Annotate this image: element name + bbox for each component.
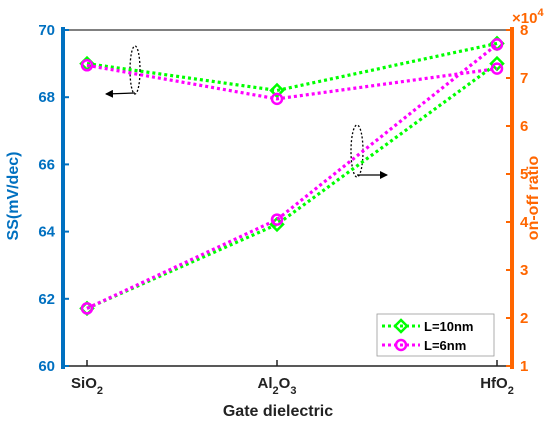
left-axis-tick-label: 70 (38, 22, 55, 39)
right-axis-tick-label: 4 (520, 214, 529, 231)
left-axis-tick-label: 66 (38, 156, 55, 173)
legend-marker-circle-icon (394, 338, 408, 352)
left-axis-tick-label: 64 (38, 224, 55, 241)
right-axis-tick-label: 1 (520, 358, 528, 375)
ss-point (269, 82, 285, 99)
legend-label-l10: L=10nm (424, 319, 474, 334)
x-axis: SiO2 Al2O3 HfO2 (71, 360, 514, 397)
annotations (105, 45, 388, 179)
series-layer (79, 35, 505, 317)
series-L=6nm (80, 38, 504, 315)
plot-frame (63, 29, 512, 367)
right-axis-tick-label: 3 (520, 262, 528, 279)
right-axis-tick-label: 8 (520, 22, 528, 39)
right-axis-title: on-off ratio (525, 156, 542, 241)
series-L=10nm (79, 35, 505, 317)
legend: L=10nm L=6nm (376, 313, 495, 357)
ss-group-ellipse (129, 45, 141, 95)
legend-marker-diamond-icon (393, 318, 409, 334)
left-arrow-icon (105, 89, 136, 98)
right-axis-tick-label: 7 (520, 70, 528, 87)
x-axis-tick-label: SiO2 (71, 375, 103, 397)
left-axis-tick-label: 62 (38, 291, 55, 308)
on-off-point (80, 302, 94, 315)
right-axis-tick-label: 5 (520, 166, 528, 183)
left-axis-tick-label: 68 (38, 89, 55, 106)
ss-point (80, 59, 94, 72)
x-axis-title: Gate dielectric (223, 403, 333, 420)
x-axis-tick-label: HfO2 (480, 375, 514, 397)
on-off-point (270, 213, 284, 226)
legend-label-l6: L=6nm (424, 338, 466, 353)
on-off-line (86, 43, 498, 310)
left-axis-tick-label: 60 (38, 358, 55, 375)
on-off-line (86, 62, 498, 310)
left-axis: 60 62 64 66 68 70 (38, 22, 69, 375)
right-axis-multiplier: ×104 (512, 7, 544, 27)
ss-line (86, 63, 498, 101)
x-axis-tick-label: Al2O3 (258, 375, 297, 397)
on-off-point (490, 38, 504, 51)
right-axis: 1 2 3 4 5 6 7 8 (506, 22, 529, 375)
ss-line (86, 41, 498, 93)
ss-point (270, 92, 284, 106)
right-axis-tick-label: 6 (520, 118, 528, 135)
right-axis-tick-label: 2 (520, 310, 528, 327)
left-axis-title: SS(mV/dec) (5, 152, 22, 241)
ss-point (490, 62, 504, 75)
